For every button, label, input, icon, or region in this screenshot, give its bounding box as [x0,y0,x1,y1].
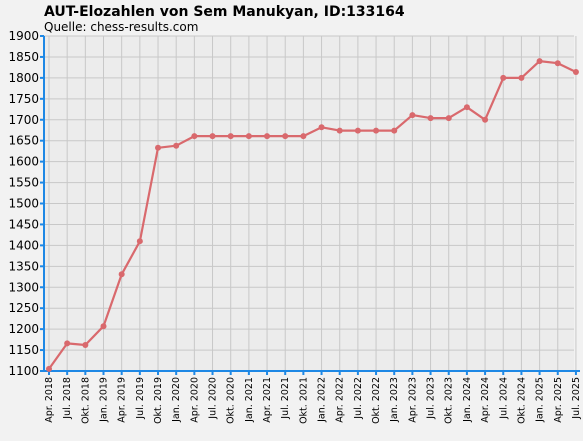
y-tick-label: 1450 [8,217,39,231]
data-point [155,144,162,151]
data-point [427,115,434,122]
data-point [318,124,325,131]
data-point [536,58,543,65]
series-line [48,59,577,370]
data-point [518,74,525,81]
y-tick-label: 1850 [8,50,39,64]
data-point [500,74,507,81]
data-point [227,133,234,140]
chart-title: AUT-Elozahlen von Sem Manukyan, ID:13316… [44,4,405,20]
x-tick-label: Jan. 2024 [462,377,473,423]
y-tick-label: 1500 [8,197,39,211]
data-point [64,340,71,347]
x-tick-label: Apr. 2023 [407,377,418,423]
x-tick-labels: Apr. 2018 Jul. 2018 Okt. 2018 Jan. 2019 Apr.… [44,377,582,424]
chart-subtitle: Quelle: chess-results.com [44,20,198,34]
data-point [300,133,307,140]
x-tick-label: Apr. 2019 [117,377,128,423]
x-tick-label: Apr. 2025 [553,377,564,423]
data-point [82,342,89,349]
data-point [554,60,561,67]
y-tick-label: 1200 [8,322,39,336]
data-point [209,133,216,140]
x-tick-label: Jul. 2024 [498,377,509,420]
x-tick-label: Jul. 2022 [353,377,364,420]
y-tick-label: 1550 [8,176,39,190]
y-tick-label: 1150 [8,343,39,357]
data-point [191,133,198,140]
x-tick-label: Jul. 2020 [208,377,219,420]
data-point [409,112,416,119]
data-point [118,271,125,278]
x-tick-label: Jan. 2019 [99,377,110,423]
data-point [373,127,380,134]
x-tick-label: Jul. 2023 [426,377,437,420]
data-point [391,127,398,134]
data-point [463,104,470,111]
x-tick-label: Jul. 2021 [280,377,291,420]
data-point [336,127,343,134]
data-point [445,115,452,122]
x-tick-label: Okt. 2024 [516,377,527,424]
data-point [46,365,52,372]
y-tick-label: 1700 [8,113,39,127]
x-tick-label: Jan. 2022 [317,377,328,423]
x-tick-label: Apr. 2022 [335,377,346,423]
x-tick-label: Apr. 2018 [44,377,55,423]
x-tick-label: Okt. 2022 [371,377,382,424]
y-tick-label: 1250 [8,301,39,315]
gridlines [44,35,577,372]
data-point [100,323,107,330]
y-tick-label: 1650 [8,134,39,148]
data-point [482,116,489,123]
y-tick-label: 1300 [8,280,39,294]
y-tick-labels: 1100 1150 1200 1250 1300 1350 1400 1450 1500 1550… [8,29,39,378]
x-tick-label: Jan. 2023 [389,377,400,423]
axes [40,35,580,375]
x-tick-label: Okt. 2020 [226,377,237,424]
data-point [136,238,143,245]
y-tick-label: 1100 [8,364,39,378]
x-tick-label: Jul. 2018 [62,377,73,420]
x-tick-label: Okt. 2021 [298,377,309,424]
x-tick-label: Jan. 2020 [171,377,182,423]
x-tick-label: Apr. 2021 [262,377,273,423]
data-point [282,133,289,140]
data-series [46,58,579,372]
data-point [572,69,579,76]
x-tick-label: Jan. 2021 [244,377,255,423]
y-tick-label: 1750 [8,92,39,106]
x-tick-label: Okt. 2023 [444,377,455,424]
x-tick-label: Okt. 2019 [153,377,164,424]
x-tick-label: Jan. 2025 [535,377,546,423]
x-tick-label: Jul. 2025 [571,377,582,420]
data-point [354,127,361,134]
data-point [245,133,252,140]
data-point [264,133,271,140]
data-point [173,142,180,149]
y-tick-label: 1900 [8,29,39,43]
y-tick-label: 1600 [8,155,39,169]
y-tick-label: 1350 [8,259,39,273]
x-tick-label: Apr. 2024 [480,377,491,423]
y-tick-label: 1800 [8,71,39,85]
x-tick-label: Jul. 2019 [135,377,146,420]
y-tick-label: 1400 [8,238,39,252]
x-tick-label: Okt. 2018 [80,377,91,424]
x-tick-label: Apr. 2020 [189,377,200,423]
